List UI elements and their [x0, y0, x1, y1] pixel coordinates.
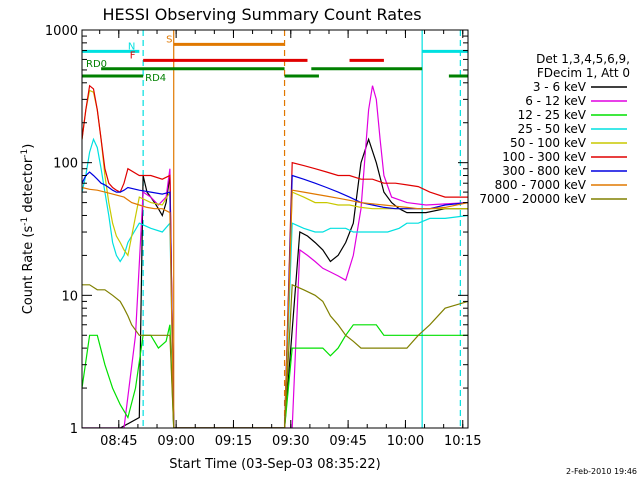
y-axis-label: Count Rate (s-1 detector-1) — [20, 144, 36, 315]
flag-label-rd4: RD4 — [145, 73, 166, 84]
legend: Det 1,3,4,5,6,9, FDecim 1, Att 0 3 - 6 k… — [479, 52, 630, 206]
y-tick-label: 1 — [70, 422, 78, 437]
legend-label-800-7000-kev: 800 - 7000 keV — [495, 178, 587, 192]
legend-label-6-12-kev: 6 - 12 keV — [525, 94, 587, 108]
legend-header-line-1: Det 1,3,4,5,6,9, — [536, 52, 630, 66]
series-line-3-6-kev — [82, 137, 468, 428]
footer-timestamp: 2-Feb-2010 19:46 — [566, 467, 637, 476]
y-tick-label: 1000 — [45, 24, 78, 39]
series-line-6-12-kev — [82, 85, 468, 428]
x-tick-label: 08:45 — [100, 434, 137, 449]
flag-label-n: N — [128, 41, 135, 52]
x-tick-label: 09:45 — [329, 434, 366, 449]
y-axis-ticks: 1 10 100 1000 — [45, 24, 468, 437]
flag-label-rd0: RD0 — [86, 59, 107, 70]
series-line-7000-20000-kev — [82, 283, 468, 428]
plot-frame — [81, 29, 469, 429]
x-tick-label: 09:00 — [157, 434, 194, 449]
x-axis-label: Start Time (03-Sep-03 08:35:22) — [169, 457, 380, 472]
x-tick-label: 10:00 — [387, 434, 424, 449]
legend-label-100-300-kev: 100 - 300 keV — [502, 150, 586, 164]
x-tick-label: 10:15 — [444, 434, 481, 449]
series-line-12-25-kev — [82, 324, 468, 428]
legend-label-7000-20000-kev: 7000 - 20000 keV — [479, 192, 586, 206]
legend-label-300-800-kev: 300 - 800 keV — [502, 164, 586, 178]
vertical-markers — [142, 30, 461, 428]
legend-label-25-50-kev: 25 - 50 keV — [518, 122, 587, 136]
legend-header-line-2: FDecim 1, Att 0 — [537, 66, 630, 80]
flag-label-f: F — [130, 50, 136, 61]
legend-label-12-25-kev: 12 - 25 keV — [518, 108, 587, 122]
flag-label-s: S — [166, 34, 172, 45]
flag-bars: N S F RD0 RD4 — [82, 34, 468, 84]
legend-label-50-100-kev: 50 - 100 keV — [510, 136, 587, 150]
series-line-800-7000-kev — [82, 186, 468, 428]
y-tick-label: 100 — [53, 157, 78, 172]
y-tick-label: 10 — [61, 289, 78, 304]
x-axis-ticks: 08:45 09:00 09:15 09:30 09:45 10:00 10:15 — [99, 30, 481, 449]
x-tick-label: 09:30 — [272, 434, 309, 449]
series-lines — [82, 84, 468, 428]
x-tick-label: 09:15 — [215, 434, 252, 449]
legend-label-3-6-kev: 3 - 6 keV — [533, 80, 587, 94]
chart-title: HESSI Observing Summary Count Rates — [102, 5, 421, 24]
